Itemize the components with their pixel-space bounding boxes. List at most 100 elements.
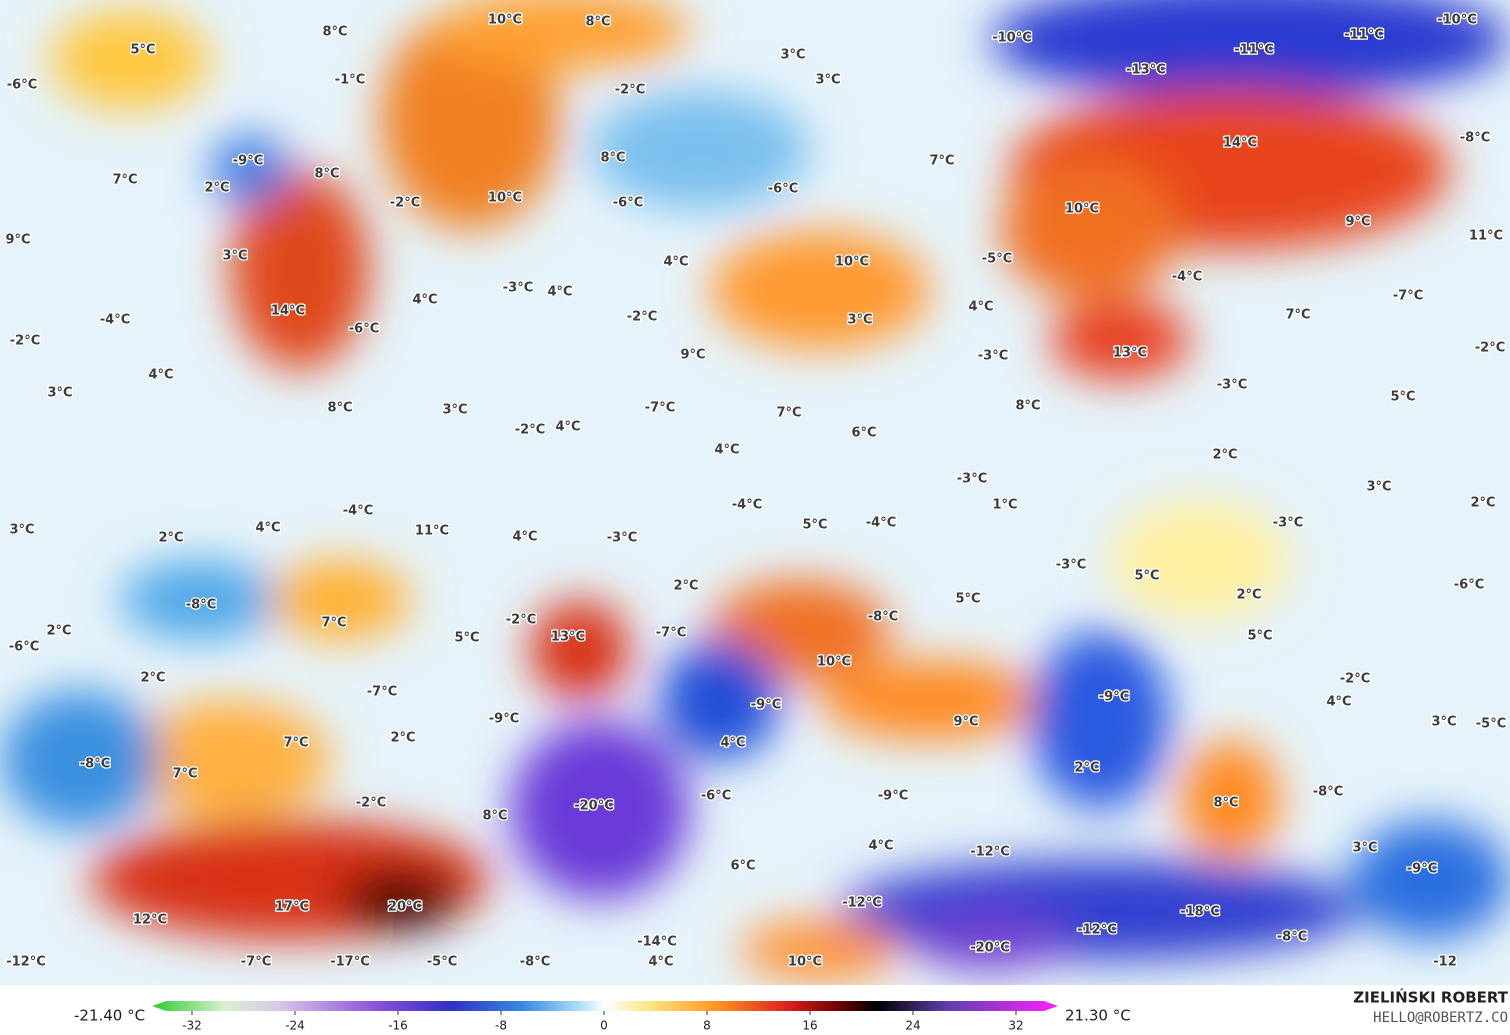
temperature-label: 4°C: [714, 443, 739, 458]
colorbar-tick-label: 8: [703, 1019, 711, 1033]
temperature-label: -9°C: [233, 154, 263, 169]
temperature-label: -2°C: [615, 83, 645, 98]
temperature-label: -3°C: [1273, 516, 1303, 531]
temperature-label: 2°C: [204, 181, 229, 196]
colorbar-tick-label: -24: [285, 1019, 305, 1033]
temperature-label: 1°C: [992, 498, 1017, 513]
temperature-label: -11°C: [1234, 43, 1274, 58]
temperature-label: 9°C: [5, 233, 30, 248]
temperature-label: 8°C: [600, 151, 625, 166]
temperature-label: 4°C: [148, 368, 173, 383]
temperature-label: -9°C: [1099, 690, 1129, 705]
temperature-label: -7°C: [1393, 289, 1423, 304]
temperature-label: -20°C: [970, 941, 1010, 956]
temperature-label: 8°C: [327, 401, 352, 416]
temperature-label: 3°C: [1352, 841, 1377, 856]
temperature-label: 3°C: [47, 386, 72, 401]
credit-email: HELLO@ROBERTZ.CO: [1373, 1010, 1508, 1026]
temperature-label: -2°C: [390, 196, 420, 211]
temperature-label: 4°C: [868, 839, 893, 854]
temperature-label: 5°C: [454, 631, 479, 646]
temperature-label: -14°C: [637, 935, 677, 950]
temperature-label: 8°C: [322, 25, 347, 40]
temperature-label: -7°C: [656, 626, 686, 641]
temperature-label: -6°C: [7, 78, 37, 93]
temperature-label: 2°C: [1470, 496, 1495, 511]
temperature-label: 9°C: [1345, 215, 1370, 230]
temperature-label: -5°C: [427, 955, 457, 970]
temperature-label: 8°C: [314, 167, 339, 182]
temperature-label: 3°C: [9, 523, 34, 538]
temperature-label: -3°C: [503, 281, 533, 296]
temperature-label: 6°C: [851, 426, 876, 441]
temperature-label: 10°C: [488, 191, 522, 206]
temperature-label: -1°C: [335, 73, 365, 88]
temperature-label: 9°C: [953, 715, 978, 730]
temperature-label: -17°C: [330, 955, 370, 970]
temperature-label: 5°C: [802, 518, 827, 533]
temperature-label: 8°C: [1213, 796, 1238, 811]
temperature-label: -5°C: [982, 252, 1012, 267]
colorbar-tick-label: -16: [388, 1019, 408, 1033]
temperature-label: -8°C: [186, 598, 216, 613]
temperature-label: -4°C: [343, 504, 373, 519]
temperature-label: -2°C: [1340, 672, 1370, 687]
temperature-label: -9°C: [878, 789, 908, 804]
temperature-label: 7°C: [776, 406, 801, 421]
temperature-label: -6°C: [701, 789, 731, 804]
temperature-label: 7°C: [1285, 308, 1310, 323]
temperature-label: 4°C: [720, 736, 745, 751]
temperature-label: 6°C: [730, 859, 755, 874]
temperature-label: 5°C: [1390, 390, 1415, 405]
temperature-label: 2°C: [1212, 448, 1237, 463]
temperature-label: -4°C: [1172, 270, 1202, 285]
temperature-label: -10°C: [1437, 13, 1477, 28]
temperature-label: -20°C: [574, 799, 614, 814]
temperature-label: -2°C: [356, 796, 386, 811]
temperature-label: 2°C: [140, 671, 165, 686]
temperature-label: 12°C: [133, 913, 167, 928]
temperature-labels: 10°C 8°C 5°C 8°C 3°C -10°C -11°C -11°C -10°C -13°…: [4, 11, 1507, 971]
colorbar-min: -21.40 °C: [74, 1007, 145, 1025]
temperature-label: -6°C: [1454, 578, 1484, 593]
temperature-label: 5°C: [130, 43, 155, 58]
temperature-label: 4°C: [547, 285, 572, 300]
temperature-label: 2°C: [158, 531, 183, 546]
temperature-label: 4°C: [1326, 695, 1351, 710]
temperature-label: -3°C: [978, 349, 1008, 364]
temperature-label: 4°C: [512, 530, 537, 545]
temperature-label: 5°C: [955, 592, 980, 607]
temperature-label: 5°C: [1134, 569, 1159, 584]
temperature-label: 14°C: [1223, 136, 1257, 151]
colorbar-tick-label: 32: [1008, 1019, 1023, 1033]
temperature-label: -4°C: [100, 313, 130, 328]
temperature-label: 14°C: [271, 304, 305, 319]
temperature-label: 10°C: [1065, 202, 1099, 217]
temperature-label: 13°C: [551, 630, 585, 645]
temperature-label: 2°C: [1236, 588, 1261, 603]
temperature-label: 5°C: [1247, 629, 1272, 644]
temperature-label: -2°C: [627, 310, 657, 325]
temperature-label: -2°C: [1475, 341, 1505, 356]
temperature-label: 4°C: [648, 955, 673, 970]
temperature-label: 8°C: [585, 15, 610, 30]
temperature-label: -8°C: [868, 610, 898, 625]
temperature-label: 4°C: [663, 255, 688, 270]
temperature-label: -9°C: [1407, 862, 1437, 877]
temperature-label: -3°C: [1217, 378, 1247, 393]
temperature-label: 3°C: [1431, 715, 1456, 730]
temperature-label: -4°C: [732, 498, 762, 513]
temperature-label: 7°C: [321, 616, 346, 631]
temperature-label: -2°C: [506, 613, 536, 628]
temperature-label: -12°C: [6, 955, 46, 970]
temperature-label: 11°C: [415, 524, 449, 539]
temperature-label: -12: [1433, 955, 1457, 970]
colorbar-tick-label: 16: [802, 1019, 817, 1033]
temperature-label: -8°C: [1460, 131, 1490, 146]
temperature-label: -3°C: [957, 472, 987, 487]
temperature-label: -9°C: [751, 698, 781, 713]
temperature-label: 8°C: [482, 809, 507, 824]
temperature-label: -12°C: [842, 896, 882, 911]
temperature-label: -12°C: [970, 845, 1010, 860]
colorbar-tick-label: -32: [182, 1019, 202, 1033]
